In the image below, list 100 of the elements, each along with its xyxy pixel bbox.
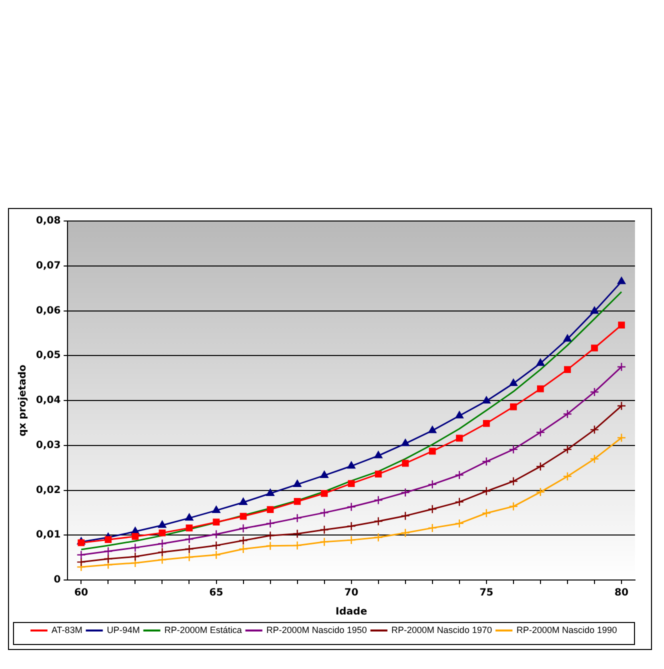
point bbox=[76, 557, 86, 567]
point bbox=[184, 544, 194, 554]
point bbox=[400, 528, 410, 538]
point bbox=[508, 502, 518, 512]
point bbox=[130, 543, 140, 552]
point bbox=[536, 428, 546, 437]
point bbox=[132, 533, 139, 540]
y-tick-label: 0,03 bbox=[36, 440, 61, 451]
point bbox=[238, 524, 248, 533]
point bbox=[428, 480, 437, 490]
point bbox=[104, 536, 112, 544]
point bbox=[266, 506, 274, 513]
x-tick-label: 60 bbox=[74, 588, 88, 599]
point bbox=[78, 539, 85, 546]
point bbox=[454, 518, 464, 528]
point bbox=[212, 540, 221, 550]
point bbox=[184, 534, 194, 544]
point bbox=[238, 544, 248, 554]
point bbox=[536, 358, 545, 366]
point bbox=[374, 470, 382, 478]
legend-label: AT-83M bbox=[51, 624, 82, 635]
point bbox=[616, 433, 626, 442]
point bbox=[536, 462, 546, 472]
point bbox=[158, 520, 166, 528]
point bbox=[266, 518, 275, 528]
point bbox=[509, 378, 518, 386]
x-tick-label: 65 bbox=[209, 588, 224, 599]
point bbox=[400, 488, 410, 498]
point bbox=[508, 444, 518, 454]
point bbox=[510, 403, 517, 410]
point bbox=[482, 508, 492, 518]
point bbox=[402, 460, 409, 467]
point bbox=[212, 506, 220, 514]
point bbox=[428, 504, 437, 514]
point bbox=[616, 362, 626, 372]
point bbox=[158, 548, 167, 557]
point bbox=[130, 552, 140, 562]
point bbox=[158, 555, 167, 564]
point bbox=[454, 470, 464, 480]
y-tick-label: 0,06 bbox=[36, 305, 61, 316]
y-tick-label: 0,01 bbox=[36, 530, 61, 541]
point bbox=[617, 276, 626, 284]
point bbox=[374, 516, 383, 526]
point bbox=[401, 438, 410, 446]
point bbox=[374, 496, 383, 505]
point bbox=[293, 480, 302, 488]
y-tick-label: 0,04 bbox=[36, 395, 61, 406]
point bbox=[348, 480, 355, 487]
point bbox=[294, 498, 301, 505]
point bbox=[482, 396, 490, 404]
x-axis-title: Idade bbox=[336, 606, 368, 618]
legend-label: UP-94M bbox=[106, 624, 140, 635]
legend-label: RP-2000M Nascido 1970 bbox=[391, 624, 492, 635]
point bbox=[186, 524, 193, 532]
x-tick-label: 70 bbox=[344, 588, 358, 599]
y-tick-label: 0,05 bbox=[36, 350, 61, 362]
legend-label: RP-2000M Nascido 1950 bbox=[266, 624, 367, 635]
point bbox=[562, 444, 572, 454]
y-tick-label: 0,02 bbox=[36, 484, 61, 496]
point bbox=[347, 461, 356, 469]
point bbox=[618, 322, 625, 329]
point bbox=[562, 472, 572, 481]
point bbox=[104, 554, 113, 564]
point bbox=[590, 306, 599, 314]
point bbox=[266, 488, 274, 496]
point bbox=[185, 513, 194, 521]
legend-label: RP-2000M Nascido 1990 bbox=[516, 624, 618, 635]
point bbox=[455, 411, 464, 418]
point bbox=[76, 550, 86, 560]
point bbox=[212, 550, 221, 560]
point bbox=[320, 525, 329, 534]
point bbox=[562, 409, 572, 419]
point bbox=[292, 529, 302, 538]
point bbox=[564, 366, 571, 373]
legend-label: RP-2000M Estática bbox=[164, 624, 242, 635]
point bbox=[590, 387, 600, 397]
y-tick-label: 0,08 bbox=[36, 216, 61, 227]
point bbox=[240, 512, 247, 520]
point bbox=[212, 518, 220, 526]
point bbox=[266, 530, 275, 540]
point bbox=[266, 541, 275, 550]
point bbox=[104, 546, 113, 556]
point bbox=[482, 486, 492, 496]
point bbox=[374, 532, 383, 542]
point bbox=[590, 454, 600, 464]
point bbox=[238, 536, 248, 546]
point bbox=[508, 476, 518, 486]
point bbox=[454, 497, 464, 507]
point bbox=[346, 502, 356, 512]
point bbox=[320, 537, 329, 546]
point bbox=[158, 539, 167, 548]
point bbox=[158, 529, 166, 536]
point bbox=[590, 425, 600, 434]
point bbox=[346, 522, 356, 531]
y-tick-label: 0,07 bbox=[36, 260, 61, 272]
point bbox=[537, 385, 544, 392]
point bbox=[591, 344, 598, 352]
point bbox=[320, 490, 328, 497]
point bbox=[428, 426, 436, 434]
point bbox=[374, 451, 382, 458]
